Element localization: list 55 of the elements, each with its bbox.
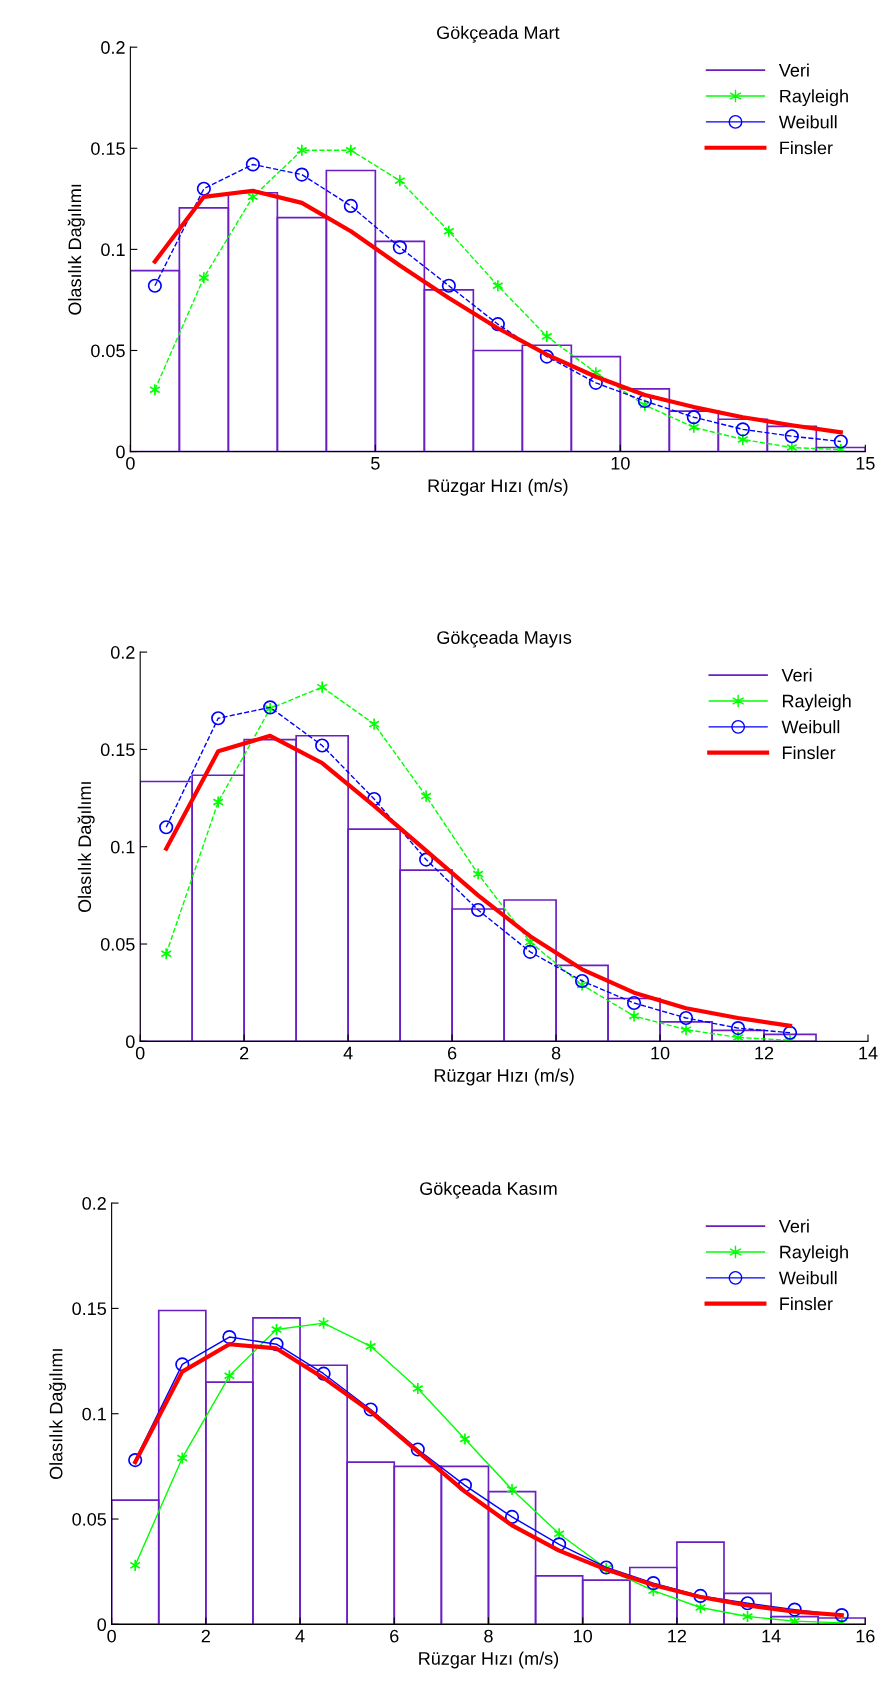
- x-tick-label: 5: [371, 457, 380, 470]
- y-tick-label: 0: [116, 445, 125, 459]
- legend-label: Weibull: [778, 115, 837, 129]
- legend-label: Veri: [778, 1219, 809, 1233]
- y-tick-label: 0.15: [100, 743, 135, 757]
- x-tick-label: 8: [551, 1046, 561, 1060]
- x-tick-label: 14: [859, 1046, 878, 1060]
- x-tick-label: 2: [240, 1046, 249, 1060]
- x-tick-label: 15: [856, 457, 875, 470]
- legend-label: Veri: [781, 668, 812, 682]
- y-tick-label: 0.1: [82, 1407, 106, 1421]
- x-axis-title: Rüzgar Hızı (m/s): [434, 1068, 574, 1086]
- y-tick-label: 0.05: [100, 937, 135, 951]
- x-tick-label: 12: [668, 1629, 687, 1643]
- x-tick-label: 6: [390, 1629, 399, 1643]
- chart-title: Gökçeada Kasım: [420, 1181, 557, 1199]
- chart-title: Gökçeada Mart: [437, 25, 560, 43]
- y-tick-label: 0.2: [101, 41, 125, 54]
- x-tick-label: 4: [343, 1046, 353, 1060]
- x-axis-title: Rüzgar Hızı (m/s): [428, 478, 568, 496]
- y-axis-title: Olasılık Dağılımı: [49, 1349, 67, 1480]
- legend-label: Rayleigh: [780, 89, 848, 107]
- legend-label: Weibull: [781, 720, 840, 734]
- x-tick-label: 4: [295, 1629, 305, 1643]
- legend-label: Rayleigh: [782, 694, 851, 712]
- legend-label: Veri: [778, 63, 809, 77]
- y-tick-label: 0.1: [110, 840, 135, 854]
- y-tick-label: 0: [126, 1035, 135, 1049]
- x-axis-title: Rüzgar Hızı (m/s): [419, 1651, 559, 1669]
- x-tick-label: 10: [611, 456, 630, 470]
- x-tick-label: 16: [856, 1629, 875, 1643]
- x-tick-label: 14: [762, 1629, 781, 1643]
- y-axis-title: Olasılık Dağılımı: [67, 184, 85, 315]
- chart-title: Gökçeada Mayıs: [437, 630, 572, 648]
- legend-label: Finsler: [782, 745, 836, 760]
- legend-label: Rayleigh: [780, 1245, 848, 1263]
- y-tick-label: 0.1: [101, 243, 125, 257]
- y-tick-label: 0.2: [110, 646, 135, 659]
- y-tick-label: 0.2: [82, 1197, 106, 1210]
- x-tick-label: 0: [135, 1046, 145, 1060]
- x-tick-label: 8: [484, 1629, 493, 1643]
- y-tick-label: 0: [97, 1618, 107, 1632]
- legend-label: Finsler: [780, 141, 833, 155]
- y-axis-title: Olasılık Dağılımı: [77, 782, 95, 913]
- y-tick-label: 0.05: [91, 344, 125, 358]
- y-tick-label: 0.05: [72, 1512, 107, 1526]
- y-tick-label: 0.15: [72, 1302, 107, 1316]
- x-tick-label: 10: [574, 1629, 593, 1643]
- y-tick-label: 0.15: [91, 142, 125, 155]
- x-tick-label: 2: [201, 1629, 210, 1643]
- legend-label: Finsler: [780, 1296, 833, 1311]
- x-tick-label: 10: [651, 1046, 670, 1060]
- x-tick-label: 12: [755, 1046, 774, 1060]
- x-tick-label: 6: [448, 1046, 457, 1060]
- legend-label: Weibull: [778, 1271, 837, 1285]
